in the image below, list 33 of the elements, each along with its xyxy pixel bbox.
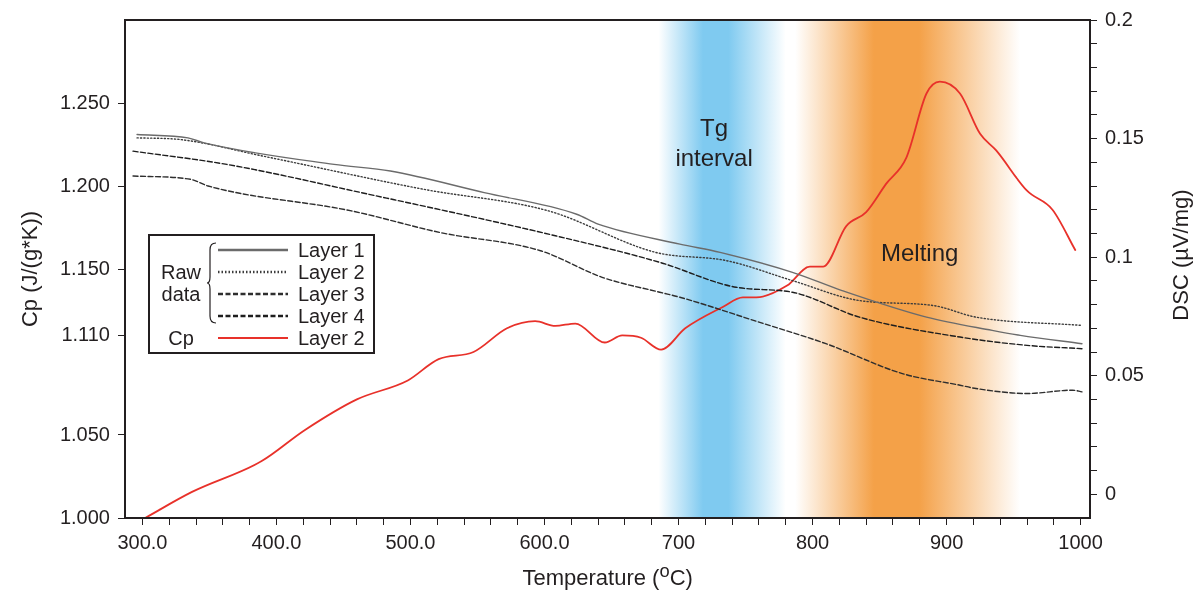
y-tick-label: 1.250 — [59, 90, 110, 113]
line-series — [132, 175, 1083, 395]
band-label: Tg interval — [675, 114, 753, 172]
y-tick-label: 1.150 — [59, 256, 110, 279]
legend-label: Layer 2 — [298, 260, 365, 284]
y-tick-label: 1.200 — [59, 173, 110, 196]
y-tick-label: 1.000 — [59, 505, 110, 528]
y-tick-label: 1.110 — [61, 322, 110, 345]
y2-tick-label: 0.2 — [1105, 7, 1133, 30]
y2-tick-label: 0.05 — [1105, 363, 1144, 386]
y-axis-title: Cp (J/(g*K)) — [17, 210, 44, 328]
legend-label: Layer 2 — [298, 326, 365, 350]
x-axis-title: Temperature ($^{o}$C) — [522, 559, 693, 590]
x-tick-label: 1000 — [1058, 530, 1103, 553]
band-label: Melting — [881, 238, 959, 266]
x-tick-label: 400.0 — [251, 530, 302, 553]
legend-label: Layer 1 — [298, 238, 365, 262]
y2-tick-label: 0.15 — [1105, 126, 1144, 149]
y2-axis-title: DSC (µV/mg) — [1167, 189, 1194, 321]
y-tick-label: 1.050 — [59, 422, 110, 445]
x-tick-label: 500.0 — [385, 530, 436, 553]
x-tick-label: 600.0 — [519, 530, 570, 553]
y2-tick-label: 0 — [1105, 481, 1117, 504]
annotation: Raw data — [160, 261, 202, 306]
x-tick-label: 300.0 — [117, 530, 168, 553]
line-series — [144, 80, 1077, 518]
x-tick-label: 900 — [929, 530, 964, 553]
x-tick-label: 800 — [795, 530, 830, 553]
annotation: Cp — [167, 327, 195, 350]
legend-label: Layer 4 — [298, 304, 365, 328]
y2-tick-label: 0.1 — [1105, 244, 1133, 267]
legend-label: Layer 3 — [298, 282, 365, 306]
x-tick-label: 700 — [661, 530, 696, 553]
